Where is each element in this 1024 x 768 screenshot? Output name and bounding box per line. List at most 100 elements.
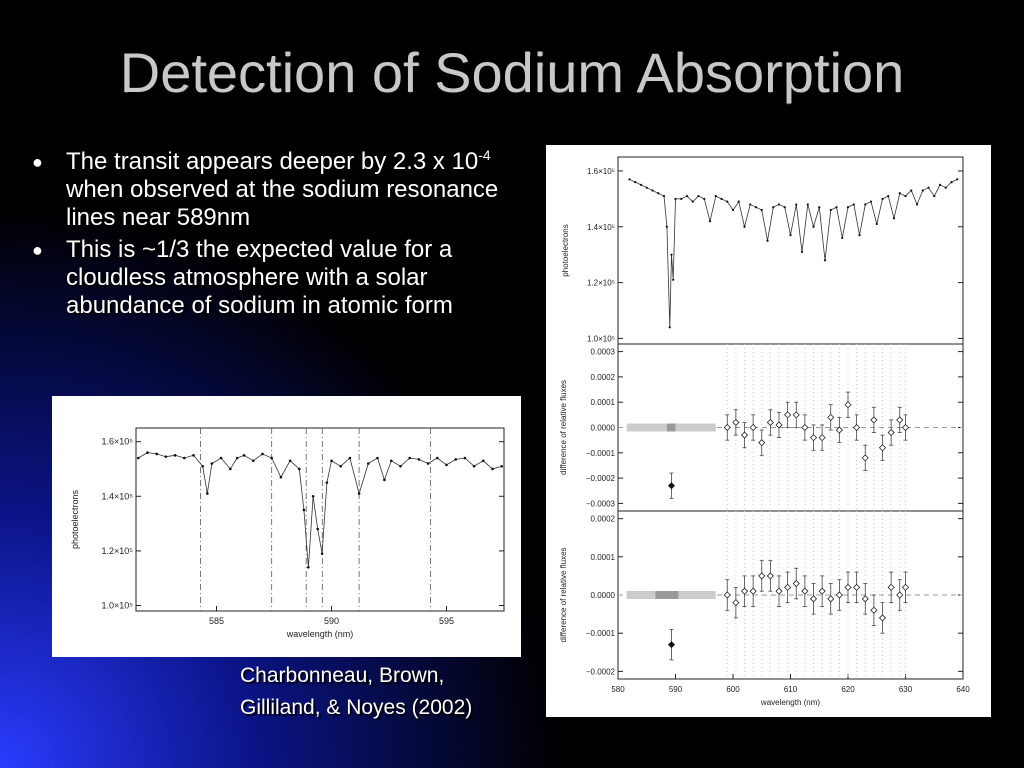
data-point: [383, 478, 386, 482]
diamond-marker: [827, 413, 835, 421]
data-point: [339, 464, 343, 468]
x-axis-label: wavelength (nm): [760, 698, 820, 707]
data-point: [330, 459, 333, 463]
data-point: [252, 459, 255, 463]
data-point: [657, 192, 660, 195]
data-point: [417, 458, 421, 461]
spectrum-line: [138, 452, 502, 568]
y-axis-label: difference of relative fluxes: [559, 547, 568, 642]
y-tick-label: 0.0002: [591, 373, 616, 382]
citation-line: Charbonneau, Brown,: [240, 664, 445, 687]
diamond-marker: [784, 411, 792, 419]
spectrum-line: [629, 178, 958, 328]
diamond-marker: [740, 431, 749, 439]
data-point: [749, 203, 752, 206]
diamond-marker: [732, 418, 740, 427]
data-point: [279, 475, 283, 479]
bullet-item-expected-value: ● This is ~1/3 the expected value for a …: [32, 236, 532, 320]
data-point: [628, 178, 631, 181]
diamond-marker: [732, 599, 740, 607]
y-tick-label: −0.0001: [586, 449, 616, 458]
diamond-marker: [896, 416, 904, 424]
y-tick-label: 0.0000: [591, 424, 616, 433]
diamond-marker: [853, 423, 861, 432]
bandpass-bar: [655, 591, 679, 599]
y-axis-label: difference of relative fluxes: [559, 380, 568, 475]
data-point: [408, 456, 412, 460]
x-tick-label: 620: [841, 685, 855, 694]
diamond-marker: [801, 423, 809, 432]
x-tick-label: 595: [439, 616, 454, 626]
diamond-marker: [784, 583, 792, 591]
citation: Charbonneau, Brown, Gilliland, & Noyes (…: [240, 660, 472, 724]
diamond-marker: [775, 587, 783, 595]
data-point: [674, 197, 677, 200]
y-tick-label: 1.4×10⁵: [587, 223, 615, 232]
diamond-marker: [809, 595, 818, 603]
data-point: [760, 208, 763, 212]
data-point: [708, 220, 712, 223]
y-tick-label: −0.0001: [586, 629, 616, 638]
diamond-marker: [853, 583, 861, 591]
data-point: [823, 259, 827, 262]
bullet-exponent: -4: [478, 147, 491, 163]
data-point: [482, 459, 485, 463]
data-point: [668, 326, 671, 329]
data-point: [634, 181, 637, 184]
data-point: [454, 458, 458, 461]
data-point: [835, 206, 838, 209]
y-axis-label: photoelectrons: [561, 224, 570, 276]
diamond-marker: [801, 587, 809, 595]
x-tick-label: 590: [324, 616, 339, 626]
data-point: [933, 194, 936, 198]
data-point: [697, 194, 700, 198]
y-tick-label: 1.6×10⁵: [101, 437, 133, 447]
bullet-text: This is ~1/3 the expected value for a cl…: [66, 236, 453, 319]
y-tick-label: 1.0×10⁵: [101, 601, 133, 611]
data-point: [818, 206, 821, 209]
data-point: [270, 456, 273, 460]
data-point: [944, 186, 947, 189]
data-point: [950, 181, 953, 184]
spectrum-zoom-figure: 1.0×10⁵ 1.2×10⁵ 1.4×10⁵ 1.6×10⁵ 585 590 595 pho…: [52, 396, 521, 657]
data-point: [766, 239, 769, 242]
data-point: [376, 456, 379, 460]
diamond-marker: [818, 587, 826, 595]
diamond-marker: [861, 595, 869, 603]
bullet-text-part: when observed at the sodium resonance li…: [66, 176, 499, 231]
diamond-marker: [878, 614, 887, 622]
diamond-marker: [835, 426, 843, 434]
data-point: [921, 189, 924, 192]
data-point: [201, 464, 204, 468]
y-tick-label: 0.0003: [591, 348, 616, 357]
data-point: [390, 459, 393, 463]
data-point: [155, 452, 158, 456]
diamond-marker: [667, 641, 676, 649]
data-point: [183, 456, 186, 460]
diamond-marker: [870, 606, 878, 614]
diamond-marker: [775, 421, 783, 429]
data-point: [777, 203, 781, 206]
data-point: [357, 492, 361, 495]
data-point: [910, 189, 913, 192]
diamond-marker: [896, 591, 904, 599]
data-point: [829, 208, 832, 212]
diamond-marker: [887, 583, 895, 591]
data-point: [714, 194, 717, 198]
data-point: [229, 467, 232, 471]
diamond-marker: [901, 583, 910, 591]
diamond-marker: [844, 583, 852, 591]
data-point: [164, 455, 168, 458]
spectrum-zoom-chart: 1.0×10⁵ 1.2×10⁵ 1.4×10⁵ 1.6×10⁵ 585 590 595 pho…: [70, 427, 505, 639]
data-point: [472, 464, 476, 468]
x-tick-label: 640: [956, 685, 970, 694]
diamond-marker: [827, 595, 835, 603]
data-point: [852, 203, 855, 206]
data-point: [307, 565, 310, 569]
y-tick-label: 0.0002: [591, 515, 616, 524]
citation-line: Gilliland, & Noyes (2002): [240, 696, 473, 719]
data-point: [302, 508, 306, 512]
diamond-marker: [766, 572, 774, 580]
y-tick-label: 0.0001: [591, 553, 616, 562]
x-tick-label: 610: [784, 685, 798, 694]
